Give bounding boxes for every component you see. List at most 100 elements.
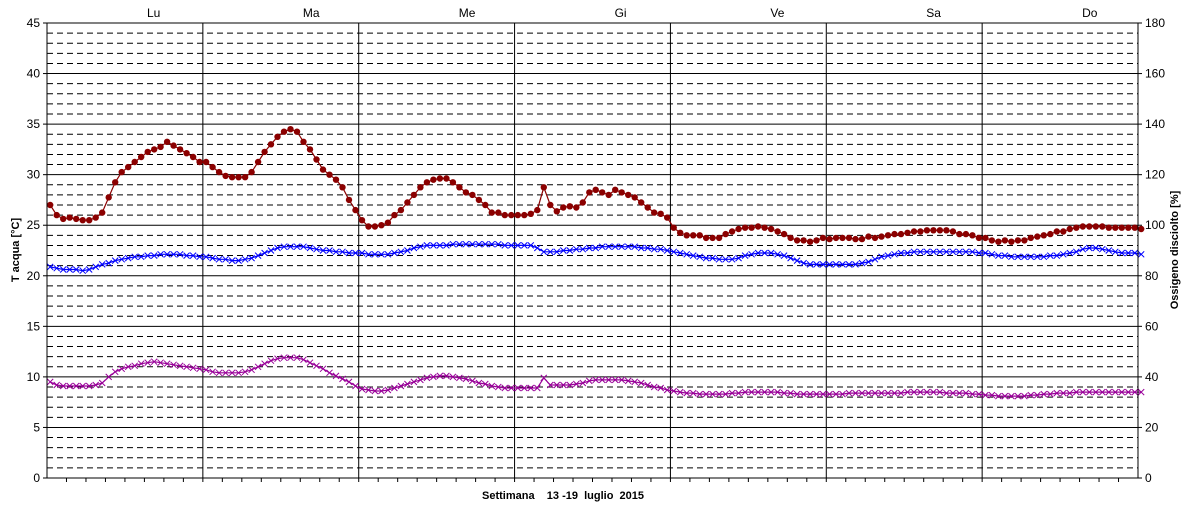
series-1-point [1092,223,1100,230]
series-2-point [1092,244,1100,252]
series-2-point [241,255,249,263]
series-1-point [319,166,327,173]
day-labels: Lu Ma Me Gi Ve Sa Do [147,6,1098,20]
series-3-point [267,357,275,365]
series-1-point [306,146,314,153]
series-3-point [183,363,190,371]
series-1-point [586,189,593,196]
series-1-point [138,153,145,161]
series-1-point [904,229,911,236]
series-3-point [969,390,976,398]
series-1-point [780,230,788,238]
series-2-point [949,248,957,256]
series-2-point [520,242,528,249]
series-1-point [1073,224,1080,231]
series-3-point [391,384,398,392]
series-1-point [930,227,937,234]
series-2-point [72,266,80,273]
series-1-point [644,204,651,211]
series-3-point [131,362,139,370]
series-3-point [579,379,587,387]
series-1 [47,126,1145,245]
series-2-point [267,247,275,254]
series-1-point [735,225,742,233]
series-1-point [599,189,606,196]
series-3-point [897,389,905,397]
series-2-point [852,261,859,268]
series-2-point [111,257,119,264]
series-3-point [1072,388,1080,396]
series-3-point [858,389,866,397]
series-2-point [358,249,366,257]
series-3-point [66,382,74,390]
series-1-point [865,233,872,240]
series-2-point [313,245,320,253]
series-1-point [715,234,723,242]
series-1-point [423,179,431,186]
series-2-point [533,244,541,252]
series-3-point [456,374,463,382]
series-1-point [384,219,392,226]
series-1-point [884,232,892,239]
series-1-point [430,176,437,183]
series-3-point [761,388,768,396]
series-3-point [488,382,496,390]
y-axis-right-title: Ossigeno disciolto [%] [1169,190,1181,309]
series-2-point [793,257,801,264]
series-3-point [365,386,372,394]
series-3-point [248,366,255,374]
series-3-point [598,376,606,384]
series-3-point [748,388,755,396]
series-1-point [267,141,275,148]
series-1-point [508,211,515,219]
series-3-point [345,378,353,386]
series-1-point [826,235,833,243]
series-2-point [157,250,164,258]
series-1-point [495,209,502,216]
series-1-point [897,230,905,238]
series-1-point [878,233,885,240]
series-3-point [962,389,970,397]
series-2-point [910,248,918,256]
series-2-point [923,248,931,256]
series-3-point [709,390,716,398]
series-2-point [1021,253,1028,261]
series-3-point [1021,392,1028,400]
series-1-point [1131,224,1139,231]
series-2-point [494,240,502,248]
y-left-tick-label: 15 [27,319,41,333]
series-2-point [696,253,704,261]
series-3-point [339,375,346,383]
series-2-point [1001,252,1009,259]
series-3-point [520,384,528,392]
series-3-point [111,368,119,376]
series-2-point [917,248,924,256]
series-3-point [943,389,950,397]
series-3-point [79,382,87,390]
series-3-point [1046,390,1054,398]
series-2-point [878,253,885,261]
series-3-point [741,388,749,396]
series-3-point [683,389,691,397]
series-2-point [956,248,963,256]
series-1-point [1053,228,1061,235]
series-2-point [689,252,697,259]
series-1-point [215,168,223,176]
series-3-point [1008,392,1015,400]
series-2-point [676,249,684,257]
series-3-point [481,380,489,388]
series-1-point [391,211,398,219]
series-3-point [910,388,918,396]
series-2-point [702,254,710,262]
series-1-point [612,186,619,193]
series-3-point [196,365,203,373]
series-1-point [819,234,827,242]
series-1-point [638,199,645,206]
series-1-point [988,237,996,244]
series-3-point [358,385,366,393]
series-1-point [813,237,820,244]
series-3-point [806,390,814,398]
series-2-point [1014,253,1022,261]
series-3-point [819,390,827,398]
series-3-point [1111,388,1119,396]
